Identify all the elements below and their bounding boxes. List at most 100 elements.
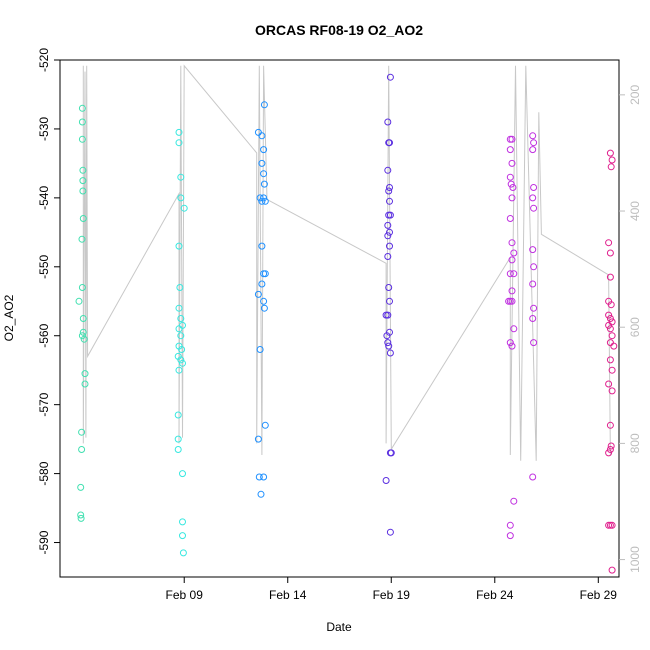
data-point — [177, 194, 185, 202]
data-point — [254, 435, 262, 443]
x-tick-label: Feb 09 — [166, 588, 204, 602]
plot-frame — [59, 59, 620, 578]
data-point — [258, 132, 266, 140]
data-point — [386, 297, 393, 305]
y-axis: -520 -530 -540 -550 -560 -570 -580 -590 — [37, 48, 60, 555]
data-point — [608, 156, 616, 164]
data-point — [509, 184, 517, 191]
data-point — [506, 173, 514, 181]
data-point — [530, 263, 538, 271]
data-point — [607, 442, 615, 450]
data-point — [175, 366, 183, 374]
data-point — [175, 128, 183, 136]
data-point — [174, 435, 182, 443]
data-point — [257, 490, 265, 498]
data-point — [78, 332, 86, 340]
y2-axis-altitude: 200 400 600 800 1000 — [619, 85, 642, 573]
flight-path-layer — [82, 64, 611, 461]
data-point — [386, 73, 394, 81]
data-point — [605, 449, 613, 457]
data-point — [175, 139, 183, 147]
data-point — [79, 328, 87, 336]
data-point — [605, 380, 613, 388]
data-point — [178, 346, 186, 353]
data-point — [610, 342, 618, 350]
y-tick-label: -580 — [37, 461, 51, 485]
data-point — [79, 215, 87, 222]
data-point — [260, 180, 268, 188]
data-point — [179, 321, 186, 329]
data-point — [386, 228, 393, 236]
data-point — [508, 135, 516, 143]
data-point — [175, 242, 183, 250]
data-point — [506, 521, 514, 529]
data-point — [529, 132, 537, 140]
data-point — [530, 304, 538, 312]
data-point — [384, 339, 392, 347]
y2-tick-label: 600 — [628, 317, 642, 337]
data-point — [607, 163, 615, 171]
data-point — [260, 170, 268, 178]
data-point — [384, 232, 392, 240]
data-point — [386, 528, 394, 536]
data-point — [384, 311, 392, 319]
x-tick-label: Feb 24 — [476, 588, 514, 602]
data-point — [78, 135, 86, 143]
data-point — [508, 159, 516, 167]
series-5 — [505, 132, 538, 540]
data-point — [180, 204, 188, 212]
data-point — [606, 446, 614, 453]
x-tick-label: Feb 29 — [580, 588, 618, 602]
data-point — [508, 256, 516, 264]
data-point — [606, 315, 614, 322]
data-point — [382, 477, 390, 484]
data-point — [79, 166, 87, 174]
data-point — [608, 366, 616, 374]
data-point — [508, 342, 516, 350]
data-point — [508, 287, 516, 295]
data-point — [179, 518, 186, 526]
data-point — [384, 118, 392, 126]
data-point — [179, 532, 186, 540]
x-tick-label: Feb 14 — [269, 588, 307, 602]
y-axis-title: O2_AO2 — [2, 294, 16, 341]
data-point — [605, 311, 613, 319]
data-point — [529, 146, 537, 154]
data-point — [386, 349, 394, 357]
data-point — [176, 284, 184, 291]
data-point — [529, 280, 537, 288]
data-point — [506, 146, 514, 154]
data-point — [386, 242, 393, 250]
points-layer — [75, 73, 618, 574]
data-point — [260, 101, 268, 109]
data-point — [258, 159, 266, 167]
data-point — [81, 370, 89, 378]
data-point — [529, 194, 537, 202]
data-point — [506, 270, 514, 278]
data-point — [385, 342, 393, 350]
data-point — [510, 497, 518, 505]
data-point — [256, 346, 264, 353]
data-point — [386, 139, 393, 147]
data-point — [179, 359, 186, 367]
data-point — [608, 566, 616, 574]
data-point — [261, 197, 269, 205]
data-point — [384, 166, 392, 174]
data-point — [507, 180, 515, 188]
data-point — [529, 315, 537, 322]
y2-tick-label: 200 — [628, 85, 642, 105]
data-point — [386, 211, 394, 219]
y2-tick-label: 400 — [628, 201, 642, 221]
data-point — [79, 315, 87, 322]
data-point — [606, 325, 614, 333]
data-point — [78, 235, 86, 243]
data-point — [177, 173, 185, 181]
data-point — [387, 449, 395, 457]
series-1 — [75, 104, 89, 522]
data-point — [607, 301, 615, 309]
data-point — [530, 139, 538, 147]
x-tick-label: Feb 19 — [373, 588, 411, 602]
data-point — [258, 242, 266, 250]
data-point — [606, 339, 614, 347]
data-point — [386, 184, 393, 191]
